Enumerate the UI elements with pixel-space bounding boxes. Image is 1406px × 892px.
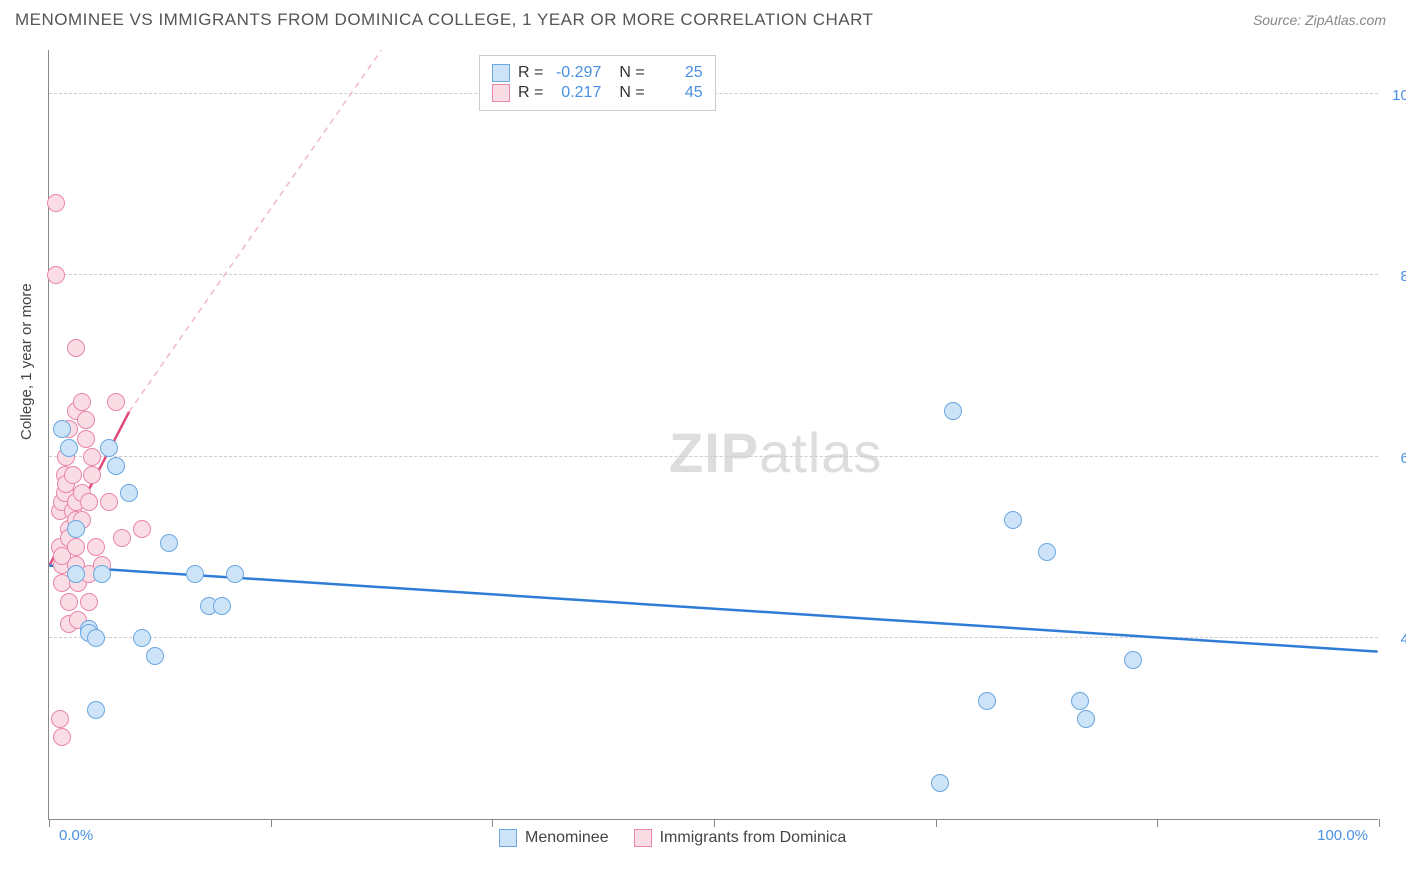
data-point bbox=[93, 565, 111, 583]
data-point bbox=[113, 529, 131, 547]
data-point bbox=[944, 402, 962, 420]
data-point bbox=[80, 593, 98, 611]
data-point bbox=[87, 701, 105, 719]
data-point bbox=[60, 439, 78, 457]
data-point bbox=[133, 520, 151, 538]
data-point bbox=[67, 339, 85, 357]
scatter-chart: ZIPatlas R = -0.297 N = 25 R = 0.217 N =… bbox=[48, 50, 1378, 820]
data-point bbox=[226, 565, 244, 583]
swatch-dominica bbox=[492, 84, 510, 102]
data-point bbox=[67, 565, 85, 583]
data-point bbox=[1124, 651, 1142, 669]
data-point bbox=[107, 457, 125, 475]
legend-item-menominee: Menominee bbox=[499, 829, 609, 847]
legend-row-menominee: R = -0.297 N = 25 bbox=[492, 64, 703, 82]
y-tick-label: 80.0% bbox=[1400, 268, 1406, 285]
data-point bbox=[64, 466, 82, 484]
y-axis-label: College, 1 year or more bbox=[18, 283, 35, 440]
data-point bbox=[146, 647, 164, 665]
gridline-h bbox=[49, 274, 1378, 275]
data-point bbox=[931, 774, 949, 792]
swatch-dominica-bottom bbox=[634, 829, 652, 847]
legend-top-box: R = -0.297 N = 25 R = 0.217 N = 45 bbox=[479, 55, 716, 111]
data-point bbox=[160, 534, 178, 552]
swatch-menominee-bottom bbox=[499, 829, 517, 847]
data-point bbox=[186, 565, 204, 583]
data-point bbox=[100, 493, 118, 511]
x-tick bbox=[492, 819, 493, 827]
data-point bbox=[51, 710, 69, 728]
chart-title: MENOMINEE VS IMMIGRANTS FROM DOMINICA CO… bbox=[15, 10, 873, 30]
data-point bbox=[53, 728, 71, 746]
data-point bbox=[53, 420, 71, 438]
source-label: Source: ZipAtlas.com bbox=[1253, 12, 1386, 28]
x-tick bbox=[1157, 819, 1158, 827]
data-point bbox=[100, 439, 118, 457]
x-tick bbox=[1379, 819, 1380, 827]
data-point bbox=[1038, 543, 1056, 561]
data-point bbox=[67, 538, 85, 556]
data-point bbox=[133, 629, 151, 647]
swatch-menominee bbox=[492, 64, 510, 82]
legend-bottom: Menominee Immigrants from Dominica bbox=[499, 829, 846, 847]
x-axis-max-label: 100.0% bbox=[1317, 827, 1368, 844]
watermark: ZIPatlas bbox=[669, 420, 882, 485]
data-point bbox=[67, 520, 85, 538]
data-point bbox=[87, 629, 105, 647]
gridline-h bbox=[49, 637, 1378, 638]
y-tick-label: 100.0% bbox=[1392, 87, 1406, 104]
data-point bbox=[77, 430, 95, 448]
data-point bbox=[83, 466, 101, 484]
y-tick-label: 60.0% bbox=[1400, 450, 1406, 467]
data-point bbox=[77, 411, 95, 429]
x-tick bbox=[714, 819, 715, 827]
data-point bbox=[80, 493, 98, 511]
data-point bbox=[83, 448, 101, 466]
legend-row-dominica: R = 0.217 N = 45 bbox=[492, 84, 703, 102]
data-point bbox=[47, 194, 65, 212]
data-point bbox=[120, 484, 138, 502]
data-point bbox=[1004, 511, 1022, 529]
data-point bbox=[47, 266, 65, 284]
x-tick bbox=[49, 819, 50, 827]
x-tick bbox=[271, 819, 272, 827]
data-point bbox=[87, 538, 105, 556]
regression-lines bbox=[49, 50, 1378, 819]
data-point bbox=[213, 597, 231, 615]
gridline-h bbox=[49, 456, 1378, 457]
x-axis-min-label: 0.0% bbox=[59, 827, 93, 844]
x-tick bbox=[936, 819, 937, 827]
data-point bbox=[60, 593, 78, 611]
legend-item-dominica: Immigrants from Dominica bbox=[634, 829, 847, 847]
data-point bbox=[107, 393, 125, 411]
data-point bbox=[978, 692, 996, 710]
data-point bbox=[73, 393, 91, 411]
y-tick-label: 40.0% bbox=[1400, 631, 1406, 648]
data-point bbox=[1077, 710, 1095, 728]
data-point bbox=[1071, 692, 1089, 710]
